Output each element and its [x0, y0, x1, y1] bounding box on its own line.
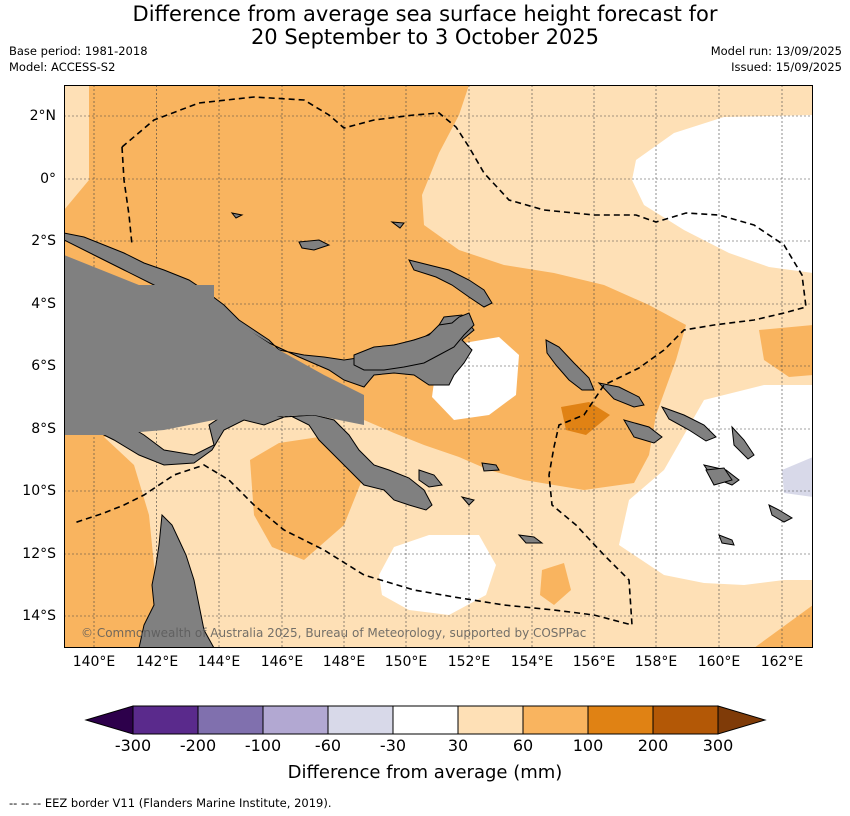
- y-tick-label: 4°S: [31, 296, 56, 312]
- x-tick-label: 146°E: [260, 654, 304, 670]
- y-tick-label: 2°N: [29, 108, 56, 124]
- x-tick-label: 148°E: [322, 654, 366, 670]
- sst-band-60-100-east: [250, 437, 364, 560]
- x-tick-label: 152°E: [447, 654, 491, 670]
- colorbar-tick-label: 30: [447, 736, 469, 755]
- y-tick-label: 8°S: [31, 421, 56, 437]
- land-louisiade-2: [517, 534, 544, 544]
- map-frame: [64, 85, 813, 648]
- land-new-ireland: [408, 259, 493, 308]
- colorbar-bin: [587, 705, 654, 735]
- colorbar-bin: [522, 705, 589, 735]
- land-new-britain: [353, 312, 475, 371]
- map-panel: [64, 85, 813, 648]
- y-tick-label: 14°S: [22, 608, 56, 624]
- land-manus: [298, 239, 331, 251]
- base-period: Base period: 1981-2018: [9, 44, 148, 58]
- colorbar-bin: [392, 705, 459, 735]
- sst-band-60-100-patch1: [759, 325, 813, 377]
- sst-band-neutral-south: [379, 535, 496, 615]
- model-run: Model run: 13/09/2025: [710, 44, 842, 58]
- x-tick-label: 150°E: [384, 654, 428, 670]
- title-line-2: 20 September to 3 October 2025: [250, 25, 600, 49]
- x-tick-label: 158°E: [634, 654, 678, 670]
- colorbar-tick-label: 200: [637, 736, 669, 755]
- land-vanuatu-1: [768, 504, 794, 523]
- y-tick-label: 2°S: [31, 233, 56, 249]
- colorbar-title: Difference from average (mm): [287, 762, 563, 783]
- meta-left: Base period: 1981-2018 Model: ACCESS-S2: [9, 43, 148, 75]
- title-line-1: Difference from average sea surface heig…: [132, 2, 718, 26]
- x-tick-label: 154°E: [510, 654, 554, 670]
- land-espiritu-santo: [705, 467, 733, 486]
- land-bougainville: [545, 339, 595, 391]
- colorbar-tick-label: -300: [114, 736, 152, 755]
- colorbar-under-arrow: [84, 705, 134, 735]
- sst-band-100-200: [561, 402, 610, 435]
- land-malaita: [731, 425, 755, 460]
- colorbar-tick-label: -100: [244, 736, 282, 755]
- land-dentrecasteaux: [418, 469, 443, 488]
- colorbar-tick-label: -60: [314, 736, 342, 755]
- colorbar-bin: [327, 705, 394, 735]
- model-name: Model: ACCESS-S2: [9, 60, 116, 74]
- issued-date: Issued: 15/09/2025: [731, 60, 842, 74]
- land-guadalcanal: [622, 419, 663, 444]
- sst-band-neutral-se: [619, 385, 813, 585]
- land: [64, 212, 794, 648]
- colorbar-tick-label: 60: [512, 736, 534, 755]
- sst-band-60-100-patch2: [540, 563, 571, 605]
- x-tick-label: 142°E: [135, 654, 179, 670]
- copyright-notice: © Commonwealth of Australia 2025, Bureau…: [81, 626, 587, 640]
- x-tick-label: 160°E: [697, 654, 741, 670]
- y-tick-label: 0°: [40, 171, 56, 187]
- colorbar-bin: [652, 705, 719, 735]
- colorbar: [84, 705, 767, 735]
- x-tick-label: 140°E: [72, 654, 116, 670]
- land-mussau: [390, 221, 405, 229]
- colorbar-tick-label: -30: [379, 736, 407, 755]
- land-interior-2: [64, 255, 364, 435]
- eez-png: [73, 96, 807, 627]
- eez-legend-footer: -- -- -- EEZ border V11 (Flanders Marine…: [9, 796, 332, 810]
- sst-band-60-100-patch3: [754, 605, 813, 648]
- colorbar-tick-label: 300: [702, 736, 734, 755]
- meta-right: Model run: 13/09/2025 Issued: 15/09/2025: [711, 43, 842, 75]
- land-vanuatu-2: [718, 534, 735, 546]
- land-new-guinea-south: [64, 404, 433, 511]
- eez-png-west: [121, 146, 133, 246]
- colorbar-bin: [132, 705, 199, 735]
- colorbar-bin: [197, 705, 264, 735]
- y-tick-label: 10°S: [22, 483, 56, 499]
- y-tick-label: 12°S: [22, 546, 56, 562]
- land-islet-1: [230, 212, 244, 219]
- sst-band-60-100-south: [64, 435, 169, 648]
- map-title: Difference from average sea surface heig…: [0, 3, 850, 49]
- land-cape-york: [138, 513, 215, 648]
- land-choiseul: [597, 382, 645, 408]
- colorbar-tick-label: 100: [572, 736, 604, 755]
- y-tick-label: 6°S: [31, 358, 56, 374]
- land-louisiade-1: [460, 496, 475, 506]
- x-tick-label: 162°E: [760, 654, 804, 670]
- colorbar-bin: [262, 705, 329, 735]
- sst-band-negative-patch: [782, 457, 813, 497]
- colorbar-tick-label: -200: [179, 736, 217, 755]
- colorbar-bin: [457, 705, 524, 735]
- eez-borders: [73, 96, 807, 627]
- land-woodlark: [481, 462, 500, 472]
- colorbar-over-arrow: [717, 705, 767, 735]
- x-tick-label: 156°E: [572, 654, 616, 670]
- x-tick-label: 144°E: [197, 654, 241, 670]
- land-santa-isabel: [660, 406, 717, 442]
- map-canvas: [64, 85, 813, 648]
